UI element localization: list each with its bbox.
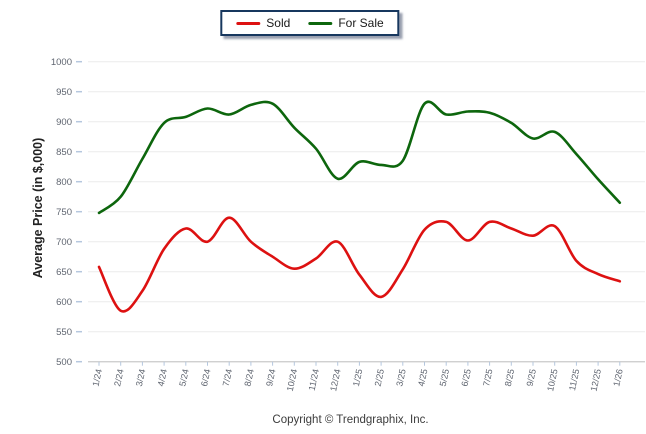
x-tick-label: 1/26 <box>611 368 624 387</box>
x-tick-label: 10/25 <box>545 368 559 392</box>
x-tick-label: 6/24 <box>199 368 212 387</box>
x-tick-label: 3/24 <box>134 368 147 387</box>
x-tick-label: 5/25 <box>438 368 451 387</box>
y-tick-label: 850 <box>56 147 72 158</box>
legend: Sold For Sale <box>220 10 400 36</box>
x-tick-label: 4/24 <box>156 368 169 387</box>
y-tick-label: 900 <box>56 117 72 128</box>
for-sale-line-swatch <box>308 21 333 25</box>
legend-item-for-sale[interactable]: For Sale <box>308 16 384 30</box>
x-tick-label: 9/25 <box>525 368 538 387</box>
x-tick-label: 10/24 <box>285 368 299 392</box>
y-tick-label: 550 <box>56 327 72 338</box>
x-tick-label: 2/25 <box>373 368 386 387</box>
x-tick-label: 1/24 <box>91 368 104 387</box>
y-tick-label: 750 <box>56 207 72 218</box>
x-tick-label: 7/24 <box>221 368 234 387</box>
x-tick-label: 1/25 <box>351 368 364 387</box>
legend-item-sold[interactable]: Sold <box>236 16 290 30</box>
for-sale-line <box>97 100 622 215</box>
x-tick-label: 8/25 <box>503 368 516 387</box>
y-tick-label: 800 <box>56 177 72 188</box>
x-tick-label: 11/24 <box>307 368 321 391</box>
x-tick-label: 12/25 <box>589 368 603 392</box>
y-tick-label: 600 <box>56 297 72 308</box>
sold-line-swatch <box>236 21 261 25</box>
x-tick-label: 5/24 <box>177 368 190 387</box>
y-tick-label: 650 <box>56 267 72 278</box>
for-sale-legend-label: For Sale <box>338 16 384 30</box>
x-tick-label: 3/25 <box>394 368 407 387</box>
x-tick-label: 11/25 <box>567 368 581 391</box>
x-tick-label: 9/24 <box>264 368 277 387</box>
y-tick-label: 950 <box>56 87 72 98</box>
x-tick-label: 8/24 <box>242 368 255 387</box>
x-tick-label: 12/24 <box>328 368 342 392</box>
y-tick-label: 1000 <box>51 57 72 68</box>
y-tick-label: 700 <box>56 237 72 248</box>
y-tick-label: 500 <box>56 357 72 368</box>
x-tick-label: 7/25 <box>481 368 494 387</box>
copyright-text: Copyright © Trendgraphix, Inc. <box>272 414 429 426</box>
x-tick-label: 2/24 <box>112 368 125 387</box>
x-tick-label: 6/25 <box>459 368 472 387</box>
x-tick-label: 4/25 <box>416 368 429 387</box>
sold-legend-label: Sold <box>266 16 291 30</box>
sold-line <box>97 216 622 313</box>
